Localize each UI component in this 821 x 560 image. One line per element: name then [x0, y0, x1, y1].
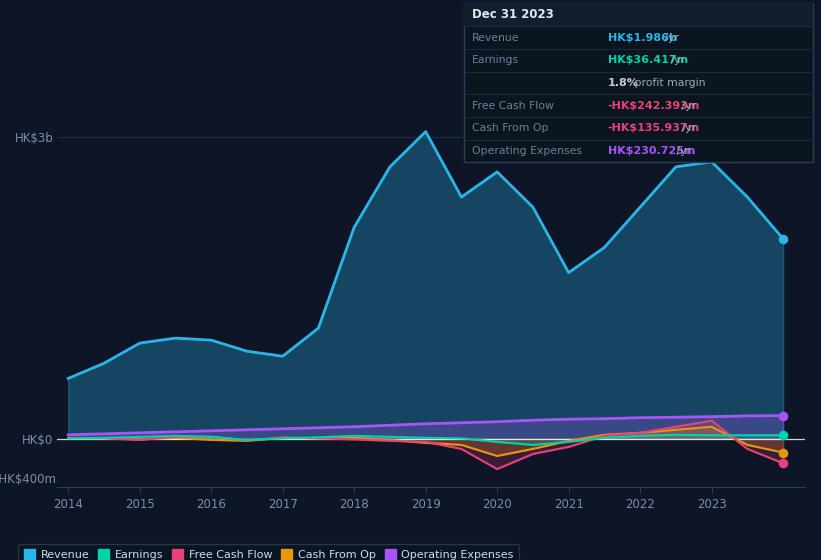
Text: /yr: /yr: [672, 146, 690, 156]
Text: -HK$400m: -HK$400m: [0, 473, 57, 486]
Text: HK$1.986b: HK$1.986b: [608, 32, 677, 43]
Text: HK$230.725m: HK$230.725m: [608, 146, 695, 156]
Point: [777, 448, 790, 457]
Text: Dec 31 2023: Dec 31 2023: [472, 8, 554, 21]
Text: /yr: /yr: [661, 32, 679, 43]
Text: /yr: /yr: [667, 55, 685, 66]
Legend: Revenue, Earnings, Free Cash Flow, Cash From Op, Operating Expenses: Revenue, Earnings, Free Cash Flow, Cash …: [18, 544, 520, 560]
Text: /yr: /yr: [678, 123, 696, 133]
Point: [777, 459, 790, 468]
Text: -HK$242.393m: -HK$242.393m: [608, 101, 700, 111]
Text: HK$36.417m: HK$36.417m: [608, 55, 688, 66]
Text: Cash From Op: Cash From Op: [472, 123, 548, 133]
Text: Operating Expenses: Operating Expenses: [472, 146, 582, 156]
Text: Revenue: Revenue: [472, 32, 520, 43]
Text: 1.8%: 1.8%: [608, 78, 639, 88]
Point: [777, 431, 790, 440]
Point: [777, 234, 790, 243]
Point: [777, 411, 790, 420]
Text: /yr: /yr: [678, 101, 696, 111]
Text: Free Cash Flow: Free Cash Flow: [472, 101, 554, 111]
Text: Earnings: Earnings: [472, 55, 519, 66]
Text: -HK$135.937m: -HK$135.937m: [608, 123, 699, 133]
Text: profit margin: profit margin: [631, 78, 706, 88]
